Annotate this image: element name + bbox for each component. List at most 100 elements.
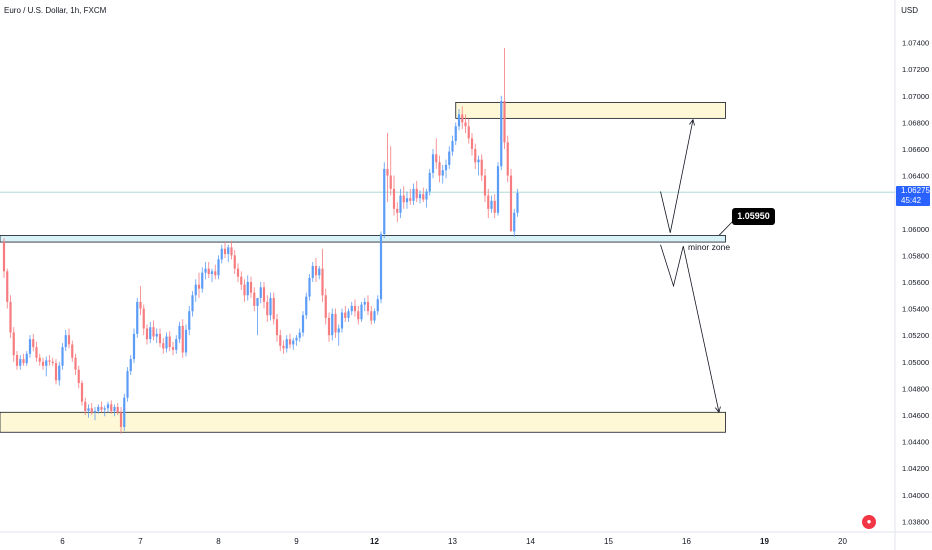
price-axis[interactable]: 1.07400 1.07200 1.07000 1.06800 1.06600 1.064… bbox=[902, 39, 929, 527]
candle-body bbox=[337, 328, 340, 333]
candle bbox=[288, 333, 292, 349]
candle bbox=[292, 337, 295, 350]
candle bbox=[350, 301, 353, 316]
projection-down-arrowhead bbox=[714, 406, 721, 414]
candle bbox=[480, 154, 483, 181]
candle bbox=[71, 340, 74, 362]
x-tick-label: 9 bbox=[294, 537, 299, 546]
candle-body bbox=[301, 315, 305, 333]
candle-body bbox=[379, 234, 383, 300]
x-tick-label: 6 bbox=[60, 537, 65, 546]
x-tick-label: 13 bbox=[448, 537, 457, 546]
candle-body bbox=[210, 271, 214, 274]
candle bbox=[84, 397, 87, 415]
projection-down bbox=[660, 244, 720, 413]
candle-body bbox=[227, 247, 230, 255]
candle bbox=[178, 321, 181, 344]
candle-body bbox=[340, 312, 344, 329]
candle-body bbox=[249, 281, 253, 293]
candle-body bbox=[175, 339, 178, 350]
candle-body bbox=[87, 408, 90, 411]
candle bbox=[51, 357, 54, 366]
candle-body bbox=[451, 140, 454, 152]
candle bbox=[9, 295, 12, 338]
candle-body bbox=[516, 192, 519, 213]
candle-body bbox=[262, 287, 266, 302]
candle-body bbox=[32, 339, 35, 348]
candle-body bbox=[331, 313, 334, 336]
candle bbox=[217, 255, 220, 280]
current-price-value: 1.06275 bbox=[901, 186, 930, 195]
y-tick-label: 1.04600 bbox=[902, 411, 929, 420]
candle-body bbox=[298, 332, 301, 338]
candle bbox=[32, 333, 35, 352]
candle bbox=[158, 328, 162, 348]
candle-body bbox=[197, 284, 201, 289]
candle-body bbox=[308, 277, 311, 297]
y-tick-label: 1.05600 bbox=[902, 278, 929, 287]
candle bbox=[435, 138, 438, 169]
candle bbox=[324, 288, 327, 325]
candle bbox=[25, 351, 28, 366]
currency-label: USD bbox=[901, 6, 918, 15]
x-tick-label: 12 bbox=[370, 537, 379, 546]
y-tick-label: 1.04800 bbox=[902, 384, 929, 393]
y-tick-label: 1.07200 bbox=[902, 65, 929, 74]
candle bbox=[392, 175, 396, 216]
candle bbox=[210, 268, 214, 282]
candle-body bbox=[405, 198, 409, 203]
candle-body bbox=[139, 301, 142, 309]
candle-body bbox=[311, 266, 314, 278]
candle-body bbox=[350, 305, 353, 312]
candle bbox=[132, 328, 136, 364]
candle bbox=[87, 404, 90, 418]
candle bbox=[35, 341, 38, 362]
candle bbox=[516, 188, 519, 217]
candle-body bbox=[305, 296, 308, 316]
y-tick-label: 1.06000 bbox=[902, 225, 929, 234]
x-tick-label: 7 bbox=[138, 537, 143, 546]
tradingview-logo-icon[interactable]: ● bbox=[862, 515, 876, 529]
candle-body bbox=[357, 311, 360, 320]
candle-body bbox=[45, 360, 48, 366]
candle-body bbox=[145, 328, 149, 340]
candle bbox=[181, 319, 184, 358]
candle bbox=[19, 355, 22, 370]
candle-body bbox=[240, 276, 243, 285]
candle-body bbox=[506, 142, 509, 176]
candle bbox=[145, 324, 149, 345]
candle bbox=[275, 313, 279, 342]
candle bbox=[493, 194, 496, 219]
candle bbox=[103, 405, 106, 417]
candle-body bbox=[353, 305, 357, 312]
candle bbox=[357, 305, 360, 325]
candle-body bbox=[48, 360, 51, 362]
candle-body bbox=[64, 335, 67, 348]
candle bbox=[165, 332, 168, 353]
candle bbox=[6, 268, 9, 309]
candle-body bbox=[464, 122, 467, 127]
y-tick-label: 1.05800 bbox=[902, 251, 929, 260]
bar-countdown: 45:42 bbox=[901, 196, 922, 205]
candle-body bbox=[509, 175, 513, 232]
candle-body bbox=[272, 297, 275, 320]
y-tick-label: 1.06400 bbox=[902, 172, 929, 181]
candle bbox=[470, 133, 474, 156]
candle-body bbox=[480, 159, 483, 176]
candle bbox=[139, 285, 142, 316]
candle bbox=[353, 299, 357, 317]
candle bbox=[38, 353, 41, 366]
time-axis[interactable]: 6 7 8 9 12 13 14 15 16 19 20 bbox=[60, 537, 847, 546]
candle-body bbox=[347, 311, 350, 318]
candle bbox=[58, 361, 61, 386]
candle-body bbox=[22, 359, 25, 364]
candle bbox=[110, 400, 113, 414]
candle bbox=[386, 133, 389, 203]
candle bbox=[490, 195, 493, 213]
candle-body bbox=[103, 408, 106, 410]
candle bbox=[344, 305, 347, 322]
candle bbox=[106, 401, 110, 413]
candle-body bbox=[425, 191, 428, 200]
candle-body bbox=[383, 168, 386, 235]
